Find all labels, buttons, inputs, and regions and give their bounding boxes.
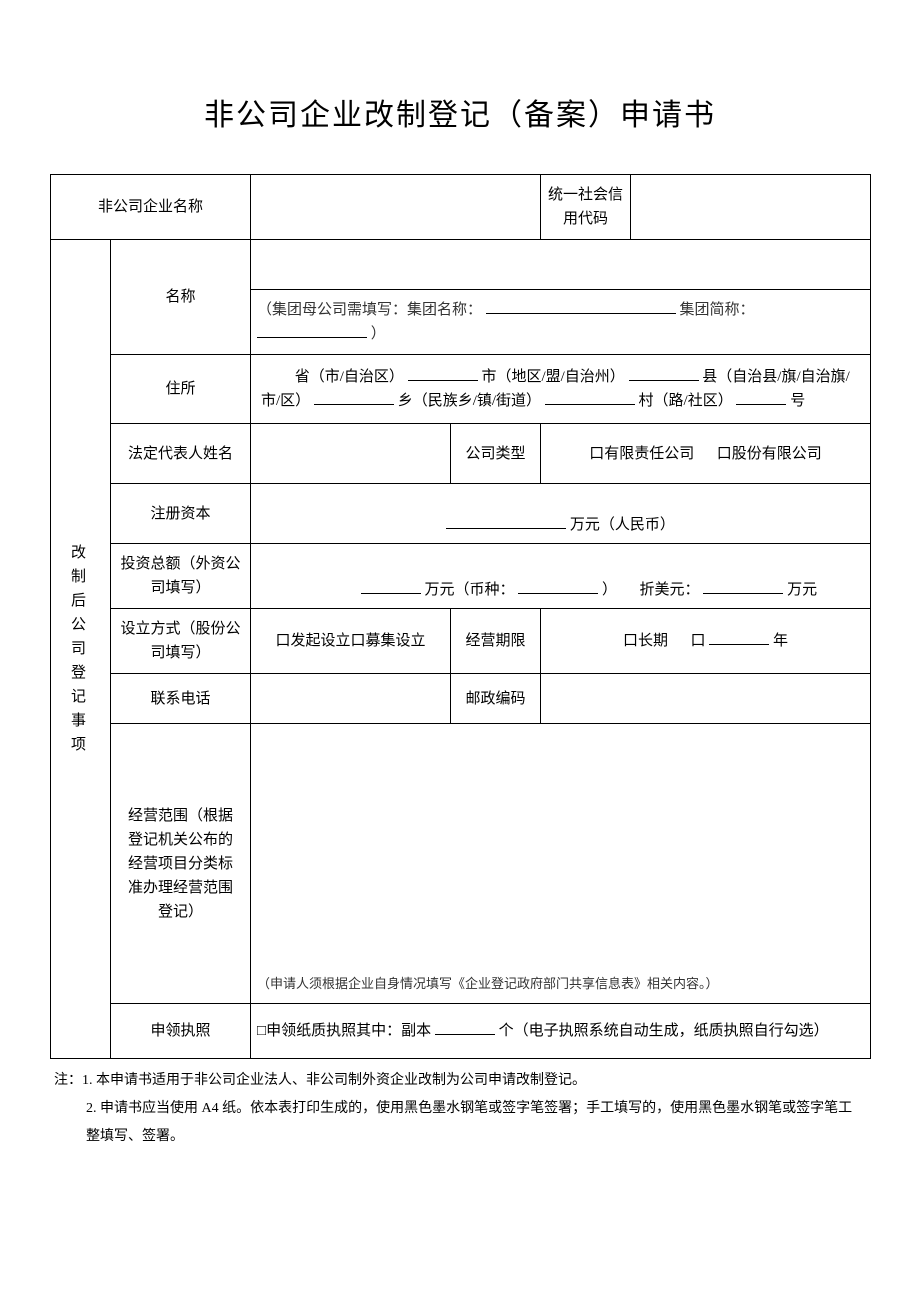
table-row: 经营范围（根据登记机关公布的经营项目分类标准办理经营范围登记） （申请人须根据企… xyxy=(51,724,871,1004)
group-short-blank[interactable] xyxy=(257,337,367,338)
checkbox-icon[interactable]: 口 xyxy=(623,629,638,653)
addr-p6: 号 xyxy=(790,393,805,409)
setup-label: 设立方式（股份公司填写） xyxy=(111,609,251,674)
capital-blank[interactable] xyxy=(446,528,566,529)
scope-cell[interactable]: （申请人须根据企业自身情况填写《企业登记政府部门共享信息表》相关内容。） xyxy=(251,724,871,1004)
company-type-label: 公司类型 xyxy=(451,424,541,484)
checkbox-icon[interactable]: 口 xyxy=(717,442,732,466)
credit-code-label: 统一社会信用代码 xyxy=(541,175,631,240)
addr-blank-3[interactable] xyxy=(314,404,394,405)
addr-blank-4[interactable] xyxy=(545,404,635,405)
credit-code-value[interactable] xyxy=(631,175,871,240)
license-text1: 申领纸质执照其中：副本 xyxy=(266,1023,431,1039)
invest-label: 投资总额（外资公司填写） xyxy=(111,544,251,609)
license-cell[interactable]: □申领纸质执照其中：副本 个（电子执照系统自动生成，纸质执照自行勾选） xyxy=(251,1004,871,1059)
term-opt1: 长期 xyxy=(638,633,668,649)
addr-blank-1[interactable] xyxy=(408,380,478,381)
addr-blank-5[interactable] xyxy=(736,404,786,405)
invest-unit-mid: ） xyxy=(602,582,617,598)
table-row: 住所 省（市/自治区） 市（地区/盟/自治州） 县（自治县/旗/自治旗/市/区）… xyxy=(51,355,871,424)
checkbox-icon[interactable]: 口 xyxy=(275,629,290,653)
capital-label: 注册资本 xyxy=(111,484,251,544)
table-row: 设立方式（股份公司填写） 口发起设立口募集设立 经营期限 口长期 口 年 xyxy=(51,609,871,674)
name-label: 名称 xyxy=(111,240,251,355)
table-row: 申领执照 □申领纸质执照其中：副本 个（电子执照系统自动生成，纸质执照自行勾选） xyxy=(51,1004,871,1059)
table-row: 非公司企业名称 统一社会信用代码 xyxy=(51,175,871,240)
license-copies-blank[interactable] xyxy=(435,1034,495,1035)
note-prefix: 注： xyxy=(54,1073,82,1088)
zip-value[interactable] xyxy=(541,674,871,724)
enterprise-name-value[interactable] xyxy=(251,175,541,240)
addr-p2: 市（地区/盟/自治州） xyxy=(481,369,624,385)
table-row: 注册资本 万元（人民币） xyxy=(51,484,871,544)
invest-currency-blank[interactable] xyxy=(518,593,598,594)
legal-value[interactable] xyxy=(251,424,451,484)
capital-cell[interactable]: 万元（人民币） xyxy=(251,484,871,544)
legal-label: 法定代表人姓名 xyxy=(111,424,251,484)
setup-opt2: 募集设立 xyxy=(366,633,426,649)
addr-blank-2[interactable] xyxy=(629,380,699,381)
note-1: 1. 本申请书适用于非公司企业法人、非公司制外资企业改制为公司申请改制登记。 xyxy=(82,1073,586,1088)
group-note-prefix: （集团母公司需填写：集团名称： xyxy=(257,302,482,318)
address-label: 住所 xyxy=(111,355,251,424)
zip-label: 邮政编码 xyxy=(451,674,541,724)
phone-label: 联系电话 xyxy=(111,674,251,724)
addr-p5: 村（路/社区） xyxy=(639,393,733,409)
company-type-cell[interactable]: 口有限责任公司 口股份有限公司 xyxy=(541,424,871,484)
checkbox-icon[interactable]: □ xyxy=(257,1019,266,1043)
scope-label: 经营范围（根据登记机关公布的经营项目分类标准办理经营范围登记） xyxy=(111,724,251,1004)
group-note-suffix: ） xyxy=(371,326,386,342)
term-label: 经营期限 xyxy=(451,609,541,674)
term-opt2-suffix: 年 xyxy=(773,633,788,649)
addr-p1: 省（市/自治区） xyxy=(295,369,404,385)
term-years-blank[interactable] xyxy=(709,644,769,645)
invest-amount-blank[interactable] xyxy=(361,593,421,594)
phone-value[interactable] xyxy=(251,674,451,724)
license-label: 申领执照 xyxy=(111,1004,251,1059)
company-type-opt1: 有限责任公司 xyxy=(604,446,694,462)
addr-p4: 乡（民族乡/镇/街道） xyxy=(398,393,541,409)
invest-fold-unit: 万元 xyxy=(787,582,817,598)
group-note-cell[interactable]: （集团母公司需填写：集团名称： 集团简称： ） xyxy=(251,290,871,355)
page-title: 非公司企业改制登记（备案）申请书 xyxy=(50,90,870,134)
term-cell[interactable]: 口长期 口 年 xyxy=(541,609,871,674)
name-value[interactable] xyxy=(251,240,871,290)
footnotes: 注：1. 本申请书适用于非公司企业法人、非公司制外资企业改制为公司申请改制登记。… xyxy=(50,1067,870,1151)
invest-unit-prefix: 万元（币种： xyxy=(425,582,515,598)
company-type-opt2: 股份有限公司 xyxy=(732,446,822,462)
scope-note: （申请人须根据企业自身情况填写《企业登记政府部门共享信息表》相关内容。） xyxy=(257,974,864,995)
invest-fold-prefix: 折美元： xyxy=(640,582,700,598)
section-label: 改制后公司登记事项 xyxy=(51,240,111,1059)
enterprise-name-label: 非公司企业名称 xyxy=(51,175,251,240)
application-form-page: 非公司企业改制登记（备案）申请书 非公司企业名称 统一社会信用代码 改制后公司登… xyxy=(0,0,920,1191)
checkbox-icon[interactable]: 口 xyxy=(691,629,706,653)
table-row: 联系电话 邮政编码 xyxy=(51,674,871,724)
capital-unit: 万元（人民币） xyxy=(570,517,675,533)
note-line-1: 注：1. 本申请书适用于非公司企业法人、非公司制外资企业改制为公司申请改制登记。 xyxy=(54,1067,866,1095)
address-cell[interactable]: 省（市/自治区） 市（地区/盟/自治州） 县（自治县/旗/自治旗/市/区） 乡（… xyxy=(251,355,871,424)
checkbox-icon[interactable]: 口 xyxy=(351,629,366,653)
scope-text-area[interactable] xyxy=(257,744,864,974)
invest-cell[interactable]: 万元（币种： ） 折美元： 万元 xyxy=(251,544,871,609)
setup-opt1: 发起设立 xyxy=(291,633,351,649)
form-table: 非公司企业名称 统一社会信用代码 改制后公司登记事项 名称 （集团母公司需填写：… xyxy=(50,174,871,1059)
table-row: 投资总额（外资公司填写） 万元（币种： ） 折美元： 万元 xyxy=(51,544,871,609)
license-text2: 个（电子执照系统自动生成，纸质执照自行勾选） xyxy=(499,1023,829,1039)
invest-fold-blank[interactable] xyxy=(703,593,783,594)
table-row: 法定代表人姓名 公司类型 口有限责任公司 口股份有限公司 xyxy=(51,424,871,484)
group-name-blank[interactable] xyxy=(486,313,676,314)
group-short-prefix: 集团简称： xyxy=(680,302,755,318)
table-row: 改制后公司登记事项 名称 xyxy=(51,240,871,290)
setup-cell[interactable]: 口发起设立口募集设立 xyxy=(251,609,451,674)
checkbox-icon[interactable]: 口 xyxy=(589,442,604,466)
note-2: 2. 申请书应当使用 A4 纸。依本表打印生成的，使用黑色墨水钢笔或签字笔签署；… xyxy=(54,1095,866,1151)
